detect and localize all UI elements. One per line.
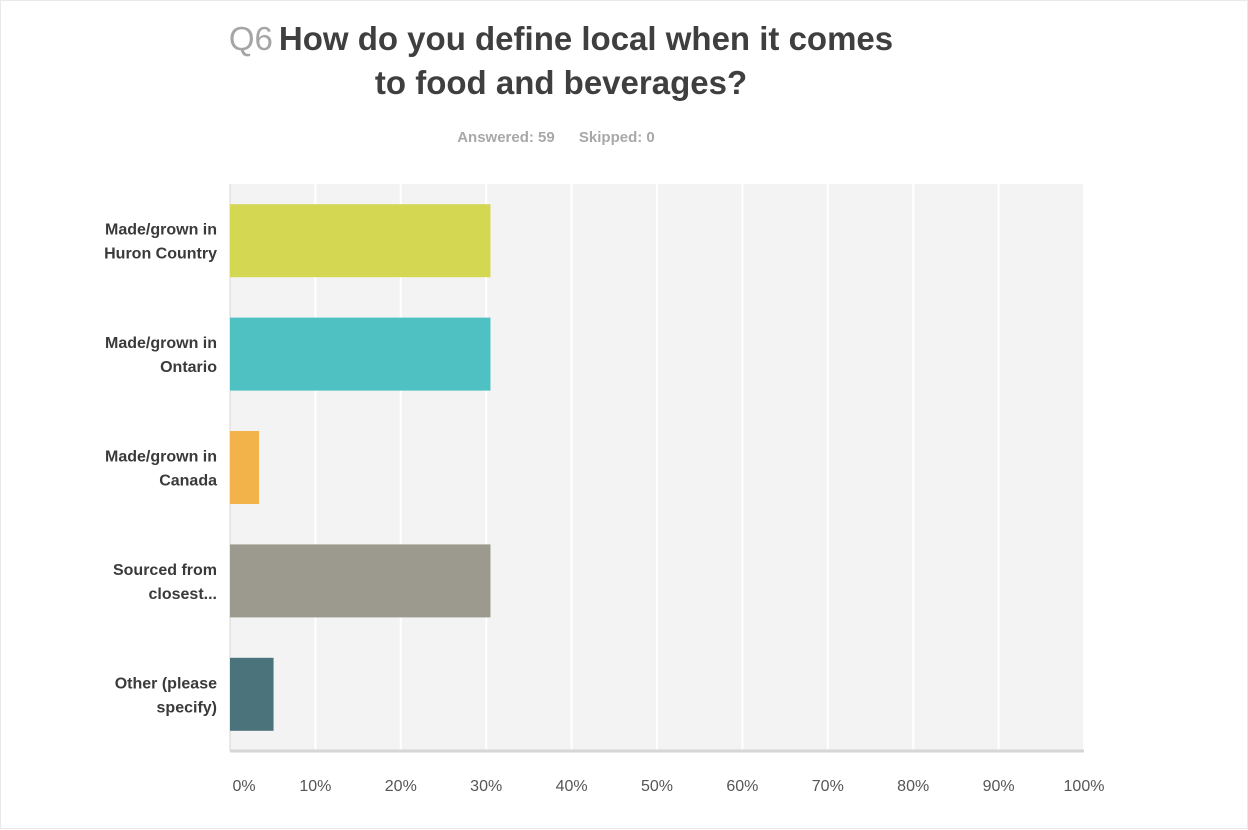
bar: [230, 544, 491, 618]
bar: [230, 317, 491, 391]
category-label: specify): [157, 699, 217, 716]
x-tick-label: 10%: [299, 778, 331, 795]
bar: [230, 431, 260, 504]
category-label: Made/grown in: [105, 222, 217, 239]
x-tick-label: 100%: [1064, 778, 1105, 795]
title-line-1: Q6 How do you define local when it comes: [181, 17, 941, 61]
category-label: closest...: [149, 586, 217, 603]
answered-count: Answered: 59: [457, 129, 555, 146]
x-tick-label: 0%: [232, 778, 255, 795]
x-tick-label: 20%: [385, 778, 417, 795]
x-tick-label: 30%: [470, 778, 502, 795]
category-label: Made/grown in: [105, 335, 217, 352]
category-label: Canada: [159, 473, 217, 490]
question-title: Q6 How do you define local when it comes …: [181, 17, 941, 105]
x-tick-label: 80%: [897, 778, 929, 795]
bar: [230, 657, 274, 731]
x-tick-label: 90%: [983, 778, 1015, 795]
category-label: Made/grown in: [105, 449, 217, 466]
category-label: Sourced from: [113, 562, 217, 579]
category-label: Huron Country: [104, 246, 217, 263]
title-text-line-2: to food and beverages?: [374, 64, 748, 101]
x-tick-label: 60%: [726, 778, 758, 795]
question-number: Q6: [228, 20, 273, 57]
x-tick-label: 50%: [641, 778, 673, 795]
x-tick-label: 40%: [556, 778, 588, 795]
response-stats: Answered: 59 Skipped: 0: [301, 129, 811, 146]
skipped-count: Skipped: 0: [578, 129, 655, 146]
category-label: Other (please: [115, 675, 217, 692]
bar: [230, 204, 491, 278]
category-label: Ontario: [160, 359, 217, 376]
title-text-line-1: How do you define local when it comes: [278, 20, 894, 57]
x-tick-label: 70%: [812, 778, 844, 795]
